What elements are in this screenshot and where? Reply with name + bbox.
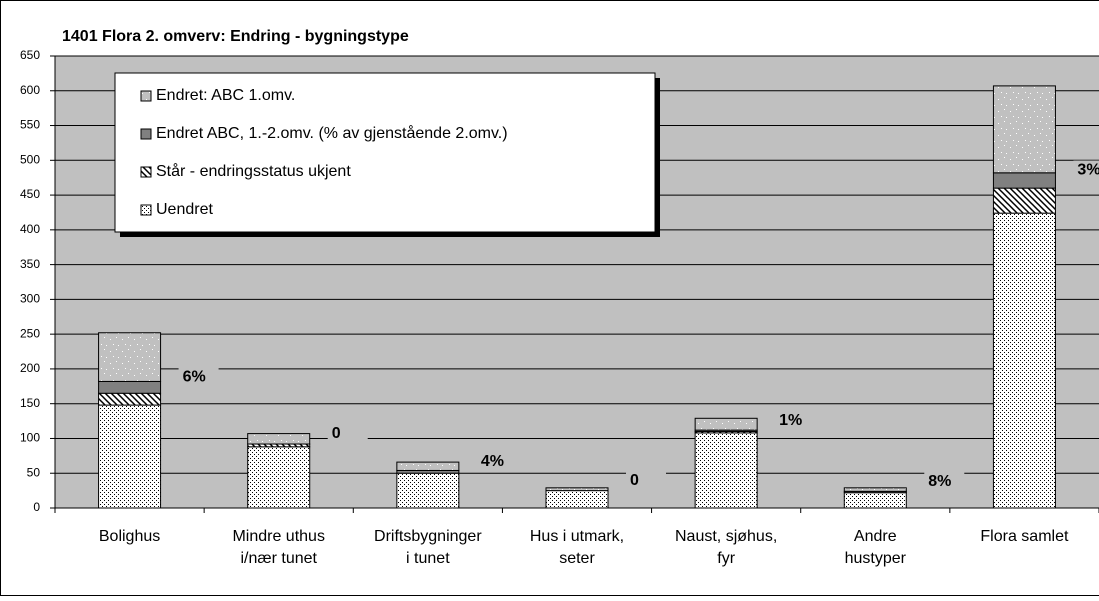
bar-segment: [695, 418, 757, 430]
y-tick-label: 250: [20, 326, 40, 340]
bar-segment: [248, 447, 310, 508]
y-tick-label: 300: [20, 292, 40, 306]
legend-swatch: [141, 205, 151, 215]
bar-segment: [844, 493, 906, 508]
bar-segment: [397, 473, 459, 508]
x-tick-label: Flora samlet: [980, 528, 1069, 545]
annotation: 6%: [183, 369, 206, 386]
y-tick-label: 550: [20, 118, 40, 132]
bar-segment: [844, 488, 906, 491]
bar-segment: [99, 393, 161, 405]
y-tick-label: 650: [20, 48, 40, 62]
legend-label: Uendret: [156, 201, 213, 218]
legend-label: Endret ABC, 1.-2.omv. (% av gjenstående …: [156, 124, 508, 142]
annotation: 0: [332, 425, 341, 442]
y-tick-label: 200: [20, 361, 40, 375]
legend-label: Endret: ABC 1.omv.: [156, 87, 295, 104]
y-tick-label: 450: [20, 187, 40, 201]
chart-title: 1401 Flora 2. omverv: Endring - bygnings…: [62, 28, 409, 45]
bar-segment: [695, 433, 757, 508]
bar-segment: [397, 462, 459, 470]
y-tick-label: 0: [33, 500, 40, 514]
bar-segment: [993, 86, 1055, 173]
bar-segment: [248, 434, 310, 444]
bar-segment: [99, 333, 161, 382]
annotation: 0: [630, 472, 639, 489]
bar-segment: [99, 405, 161, 508]
bar-segment: [993, 213, 1055, 508]
y-tick-label: 50: [27, 465, 41, 479]
annotation: 1%: [779, 412, 802, 429]
annotation: 3%: [1077, 162, 1099, 179]
bar-segment: [993, 173, 1055, 188]
bar-segment: [993, 188, 1055, 213]
legend-swatch: [141, 129, 151, 139]
y-tick-label: 500: [20, 152, 40, 166]
y-tick-label: 150: [20, 396, 40, 410]
legend-swatch: [141, 167, 151, 177]
legend-label: Står - endringsstatus ukjent: [156, 162, 351, 180]
bar-segment: [546, 488, 608, 491]
y-tick-label: 350: [20, 257, 40, 271]
y-tick-label: 400: [20, 222, 40, 236]
annotation: 8%: [928, 473, 951, 490]
y-tick-label: 600: [20, 83, 40, 97]
x-tick-label: Bolighus: [99, 528, 160, 545]
bar-segment: [99, 381, 161, 393]
legend-swatch: [141, 91, 151, 101]
y-tick-label: 100: [20, 431, 40, 445]
annotation: 4%: [481, 453, 504, 470]
bar-segment: [546, 491, 608, 508]
